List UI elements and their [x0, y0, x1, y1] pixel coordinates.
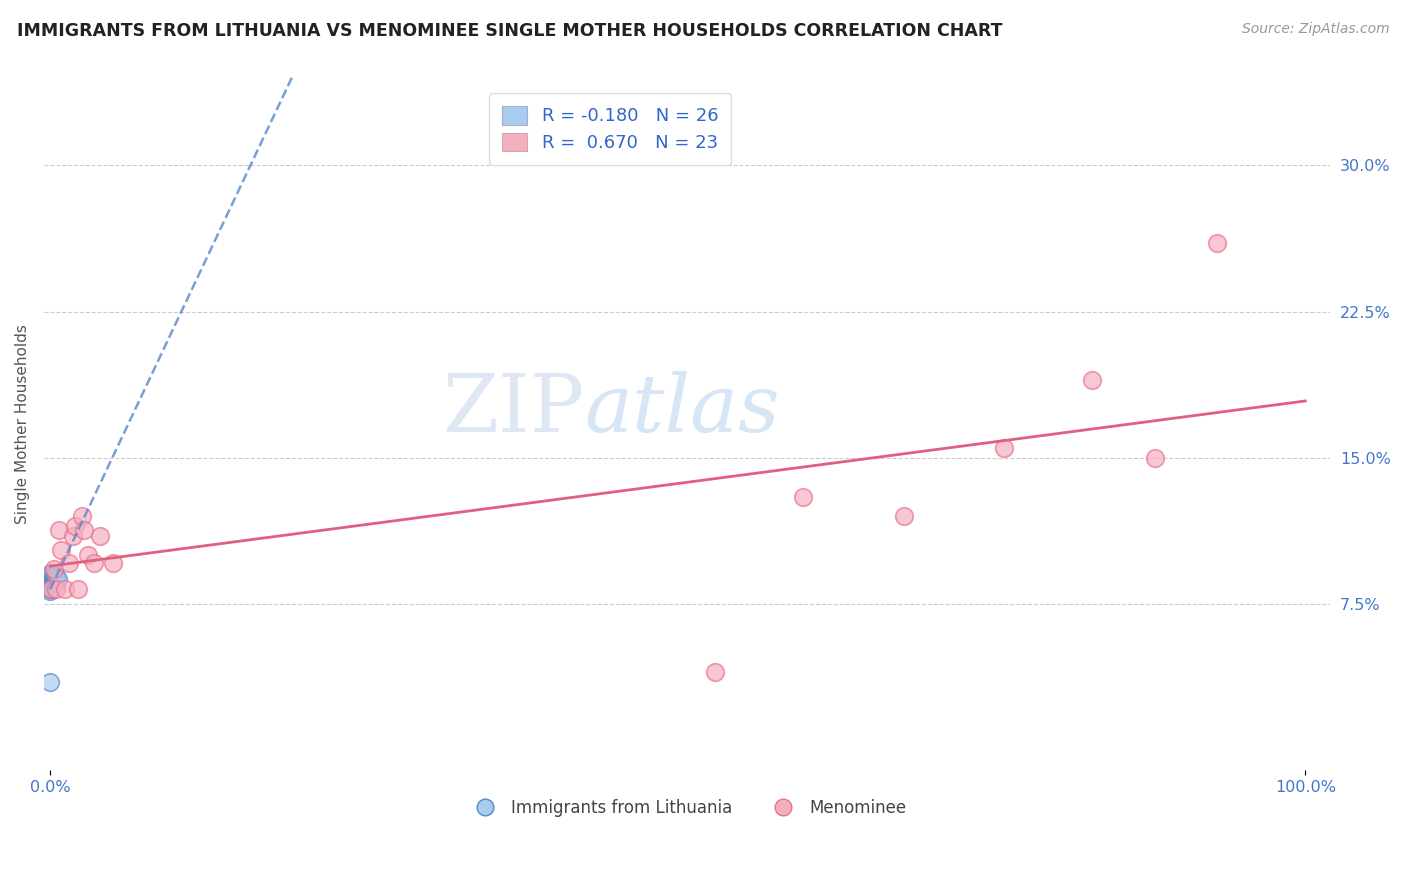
Point — [41, 574, 63, 588]
Text: atlas: atlas — [585, 371, 779, 449]
Point — [41, 570, 63, 584]
Point — [45, 570, 67, 584]
Point — [39, 675, 62, 690]
Point — [46, 572, 69, 586]
Point — [41, 572, 63, 586]
Point — [44, 568, 66, 582]
Point — [89, 529, 111, 543]
Point — [41, 580, 63, 594]
Point — [45, 582, 67, 596]
Point — [42, 562, 65, 576]
Point — [1081, 373, 1104, 387]
Point — [41, 582, 63, 596]
Point — [39, 583, 62, 598]
Point — [83, 556, 105, 570]
Point — [53, 582, 76, 596]
Point — [44, 574, 66, 588]
Point — [45, 575, 67, 590]
Text: IMMIGRANTS FROM LITHUANIA VS MENOMINEE SINGLE MOTHER HOUSEHOLDS CORRELATION CHAR: IMMIGRANTS FROM LITHUANIA VS MENOMINEE S… — [17, 22, 1002, 40]
Point — [62, 529, 84, 543]
Point — [41, 568, 63, 582]
Y-axis label: Single Mother Households: Single Mother Households — [15, 324, 30, 524]
Point — [1143, 450, 1166, 465]
Legend: Immigrants from Lithuania, Menominee: Immigrants from Lithuania, Menominee — [461, 793, 912, 824]
Point — [39, 570, 62, 584]
Point — [39, 582, 62, 596]
Point — [66, 582, 89, 596]
Point — [39, 572, 62, 586]
Point — [893, 509, 915, 524]
Point — [58, 556, 80, 570]
Point — [39, 575, 62, 590]
Text: Source: ZipAtlas.com: Source: ZipAtlas.com — [1241, 22, 1389, 37]
Text: ZIP: ZIP — [443, 371, 585, 449]
Point — [41, 566, 63, 580]
Point — [39, 580, 62, 594]
Point — [73, 523, 96, 537]
Point — [39, 568, 62, 582]
Point — [993, 441, 1015, 455]
Point — [65, 519, 87, 533]
Point — [41, 575, 63, 590]
Point — [70, 509, 93, 524]
Point — [76, 549, 98, 563]
Point — [41, 577, 63, 591]
Point — [39, 574, 62, 588]
Point — [42, 570, 65, 584]
Point — [792, 490, 814, 504]
Point — [1206, 236, 1229, 251]
Point — [39, 577, 62, 591]
Point — [41, 582, 63, 596]
Point — [51, 542, 73, 557]
Point — [704, 665, 727, 680]
Point — [42, 575, 65, 590]
Point — [48, 523, 70, 537]
Point — [101, 556, 124, 570]
